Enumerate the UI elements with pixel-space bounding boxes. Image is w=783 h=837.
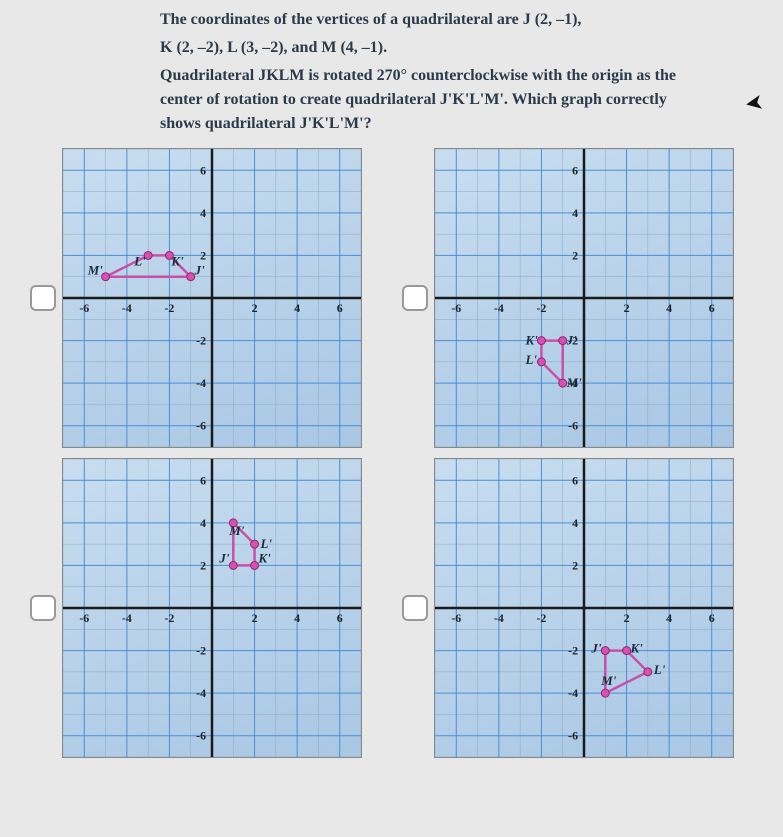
svg-text:2: 2 [200, 248, 206, 262]
vertex-label: J' [218, 550, 229, 565]
svg-text:-4: -4 [568, 686, 578, 700]
vertex-point [622, 647, 630, 655]
svg-text:2: 2 [252, 301, 258, 315]
svg-text:6: 6 [708, 301, 714, 315]
svg-text:2: 2 [572, 248, 578, 262]
svg-text:-2: -2 [568, 644, 578, 658]
question-line2: K (2, –2), L (3, –2), and M (4, –1). [160, 36, 693, 60]
svg-text:-4: -4 [493, 611, 503, 625]
svg-text:-6: -6 [79, 301, 89, 315]
vertex-point [187, 273, 195, 281]
vertex-point [558, 379, 566, 387]
chart-wrap: -6 -4 -2 2 4 6 -6 -4 -2 2 4 6 J' K' L' M' [62, 148, 362, 448]
svg-text:6: 6 [200, 473, 206, 487]
vertex-point [251, 561, 259, 569]
vertex-label: K' [524, 333, 538, 348]
coordinate-grid: -6 -4 -2 2 4 6 -6 -4 -2 2 4 6 J' K'L' M' [62, 458, 362, 758]
vertex-label: K' [629, 641, 643, 656]
answer-option: -6 -4 -2 2 4 6 -6 -4 -2 2 4 6 J' K' L' M' [402, 458, 754, 758]
answer-option: -6-4-2246-6-4-2246J'K'L'M' [402, 148, 754, 448]
svg-text:4: 4 [200, 516, 206, 530]
chart-wrap: -6 -4 -2 2 4 6 -6 -4 -2 2 4 6 J' K'L' M' [62, 458, 362, 758]
vertex-label: K' [258, 550, 272, 565]
svg-text:-4: -4 [196, 376, 206, 390]
vertex-label: L' [524, 352, 537, 367]
svg-text:-6: -6 [451, 301, 461, 315]
svg-text:4: 4 [572, 516, 578, 530]
svg-text:2: 2 [623, 301, 629, 315]
svg-text:-2: -2 [536, 301, 546, 315]
svg-text:2: 2 [200, 558, 206, 572]
svg-text:-2: -2 [164, 611, 174, 625]
vertex-point [601, 689, 609, 697]
svg-text:2: 2 [252, 611, 258, 625]
vertex-point [643, 668, 651, 676]
coordinate-grid: -6 -4 -2 2 4 6 -6 -4 -2 2 4 6 J' K' L' M' [62, 148, 362, 448]
chart-wrap: -6-4-2246-6-4-2246J'K'L'M' [434, 148, 734, 448]
question-line1: The coordinates of the vertices of a qua… [160, 8, 693, 32]
svg-text:-2: -2 [164, 301, 174, 315]
svg-text:4: 4 [572, 206, 578, 220]
vertex-label: L' [133, 253, 146, 268]
vertex-label: L' [652, 662, 665, 677]
svg-text:6: 6 [572, 473, 578, 487]
vertex-label: M' [600, 673, 616, 688]
svg-text:6: 6 [708, 611, 714, 625]
svg-text:-6: -6 [568, 419, 578, 433]
vertex-label: M' [228, 523, 244, 538]
answer-option: -6 -4 -2 2 4 6 -6 -4 -2 2 4 6 J' K' L' M' [30, 148, 382, 448]
svg-text:6: 6 [337, 611, 343, 625]
vertex-label: M' [87, 263, 103, 278]
svg-text:-6: -6 [79, 611, 89, 625]
svg-text:-4: -4 [122, 611, 132, 625]
mouse-cursor-icon: ➤ [742, 89, 765, 118]
svg-text:-6: -6 [451, 611, 461, 625]
svg-text:4: 4 [200, 206, 206, 220]
vertex-point [229, 561, 237, 569]
options-grid: -6-4-2246-6-4-2246J'K'L'M'-6-4-2246-6-4-… [30, 148, 753, 758]
svg-text:-4: -4 [493, 301, 503, 315]
svg-text:-6: -6 [568, 729, 578, 743]
question-line3: Quadrilateral JKLM is rotated 270° count… [160, 64, 693, 136]
vertex-point [537, 358, 545, 366]
svg-text:6: 6 [200, 163, 206, 177]
svg-text:-4: -4 [122, 301, 132, 315]
coordinate-grid: -6-4-2246-6-4-2246J'K'L'M' [434, 148, 734, 448]
svg-text:-6: -6 [196, 419, 206, 433]
svg-text:4: 4 [666, 301, 672, 315]
vertex-point [537, 337, 545, 345]
svg-text:-6: -6 [196, 729, 206, 743]
vertex-point [558, 337, 566, 345]
svg-text:4: 4 [294, 611, 300, 625]
svg-text:-2: -2 [196, 334, 206, 348]
svg-text:2: 2 [572, 558, 578, 572]
vertex-label: K' [170, 253, 184, 268]
vertex-label: M' [565, 375, 581, 390]
svg-text:6: 6 [337, 301, 343, 315]
option-checkbox[interactable] [30, 595, 56, 621]
svg-text:2: 2 [623, 611, 629, 625]
vertex-point [102, 273, 110, 281]
option-checkbox[interactable] [402, 595, 428, 621]
vertex-label: J' [194, 263, 205, 278]
option-checkbox[interactable] [402, 285, 428, 311]
vertex-label: J' [565, 333, 576, 348]
vertex-point [251, 540, 259, 548]
chart-wrap: -6 -4 -2 2 4 6 -6 -4 -2 2 4 6 J' K' L' M' [434, 458, 734, 758]
svg-text:4: 4 [294, 301, 300, 315]
vertex-point [601, 647, 609, 655]
option-checkbox[interactable] [30, 285, 56, 311]
svg-text:4: 4 [666, 611, 672, 625]
svg-text:6: 6 [572, 163, 578, 177]
answer-option: -6 -4 -2 2 4 6 -6 -4 -2 2 4 6 J' K'L' M' [30, 458, 382, 758]
coordinate-grid: -6 -4 -2 2 4 6 -6 -4 -2 2 4 6 J' K' L' M' [434, 458, 734, 758]
svg-text:-4: -4 [196, 686, 206, 700]
vertex-label: J' [590, 641, 601, 656]
svg-text:-2: -2 [536, 611, 546, 625]
svg-text:-2: -2 [196, 644, 206, 658]
vertex-label: L' [260, 536, 273, 551]
question-block: The coordinates of the vertices of a qua… [160, 8, 693, 136]
